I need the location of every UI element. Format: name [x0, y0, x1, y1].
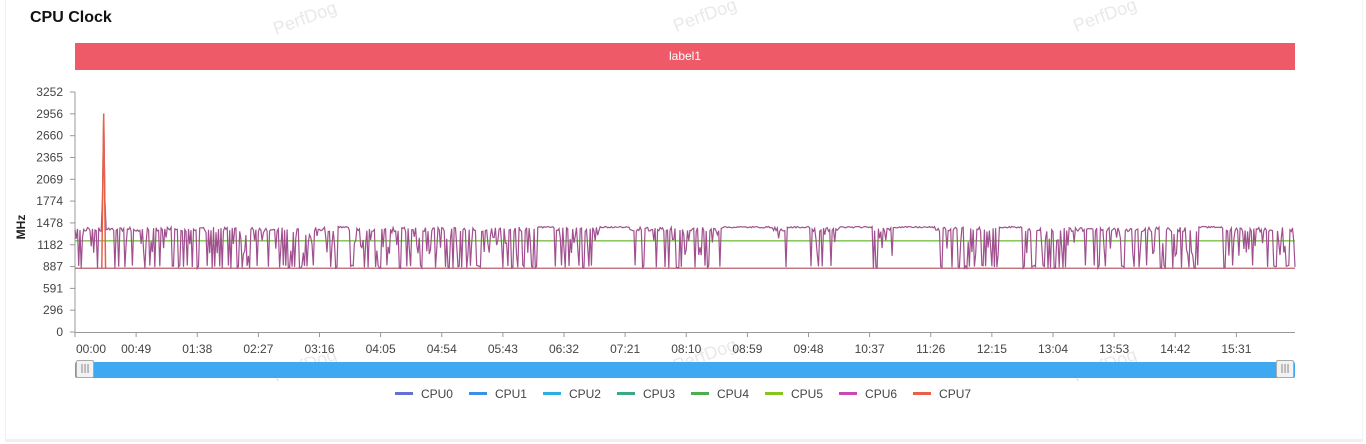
y-tick-label: 1478	[36, 216, 63, 230]
legend-label: CPU3	[642, 387, 675, 401]
x-tick-label: 00:49	[121, 342, 151, 356]
x-tick-label: 01:38	[182, 342, 212, 356]
x-tick-label: 12:15	[977, 342, 1007, 356]
x-tick-label: 09:48	[793, 342, 823, 356]
y-tick-label: 1182	[37, 238, 63, 252]
y-tick-label: 2069	[36, 172, 63, 186]
legend-item-cpu6[interactable]: CPU6	[839, 387, 897, 401]
x-tick-label: 10:37	[855, 342, 885, 356]
legend-item-cpu3[interactable]: CPU3	[616, 387, 675, 401]
legend-item-cpu2[interactable]: CPU2	[542, 387, 601, 401]
label-band[interactable]: label1	[75, 43, 1295, 70]
y-tick-label: 0	[56, 325, 63, 339]
scroll-handle-left[interactable]: |||	[76, 360, 94, 378]
scroll-handle-right[interactable]: |||	[1276, 360, 1294, 378]
legend-item-cpu1[interactable]: CPU1	[468, 387, 527, 401]
legend-item-cpu7[interactable]: CPU7	[913, 387, 971, 401]
chart-title: CPU Clock	[30, 9, 112, 26]
legend-item-cpu0[interactable]: CPU0	[394, 387, 453, 401]
x-tick-label: 04:54	[427, 342, 457, 356]
legend: CPU0 CPU1 CPU2 CPU3 CPU4 CPU5 CPU6 CPU7	[0, 387, 1366, 401]
legend-swatch	[542, 392, 561, 396]
y-tick-label: 2956	[36, 107, 63, 121]
x-tick-label: 08:59	[732, 342, 762, 356]
legend-swatch	[839, 392, 858, 396]
legend-label: CPU7	[939, 387, 972, 401]
y-tick-label: 2660	[36, 129, 63, 143]
time-range-scrollbar[interactable]: ||| |||	[75, 360, 1295, 378]
x-tick-label: 15:31	[1221, 342, 1251, 356]
x-tick-label: 08:10	[671, 342, 701, 356]
x-tick-label: 11:26	[916, 342, 945, 356]
legend-label: CPU2	[568, 387, 601, 401]
legend-swatch	[691, 392, 709, 396]
y-axis-label: MHz	[14, 215, 28, 240]
x-tick-label: 04:05	[366, 342, 396, 356]
legend-swatch	[468, 392, 487, 396]
legend-label: CPU5	[791, 387, 824, 401]
x-tick-label: 13:53	[1099, 342, 1129, 356]
x-tick-label: 00:00	[76, 342, 106, 356]
series-line-cpu6	[74, 113, 1296, 271]
x-tick-label: 05:43	[488, 342, 518, 356]
y-tick-label: 887	[43, 260, 63, 274]
legend-label: CPU1	[494, 387, 527, 401]
legend-label: CPU6	[865, 387, 898, 401]
y-tick-label: 591	[43, 281, 63, 295]
legend-label: CPU4	[717, 387, 750, 401]
x-tick-label: 06:32	[549, 342, 579, 356]
legend-item-cpu4[interactable]: CPU4	[691, 387, 749, 401]
x-tick-label: 07:21	[610, 342, 640, 356]
x-tick-label: 02:27	[243, 342, 273, 356]
x-tick-label: 14:42	[1160, 342, 1190, 356]
x-tick-label: 03:16	[304, 342, 334, 356]
y-tick-label: 2365	[36, 150, 63, 164]
x-tick-label: 13:04	[1038, 342, 1068, 356]
legend-swatch	[394, 392, 413, 396]
y-tick-label: 1774	[36, 194, 63, 208]
legend-item-cpu5[interactable]: CPU5	[765, 387, 823, 401]
y-tick-label: 296	[43, 303, 63, 317]
legend-swatch	[616, 392, 635, 396]
legend-swatch	[913, 392, 932, 396]
y-tick-label: 3252	[36, 85, 63, 99]
legend-swatch	[765, 392, 784, 396]
legend-label: CPU0	[420, 387, 453, 401]
series-spike-cpu7	[101, 113, 107, 269]
